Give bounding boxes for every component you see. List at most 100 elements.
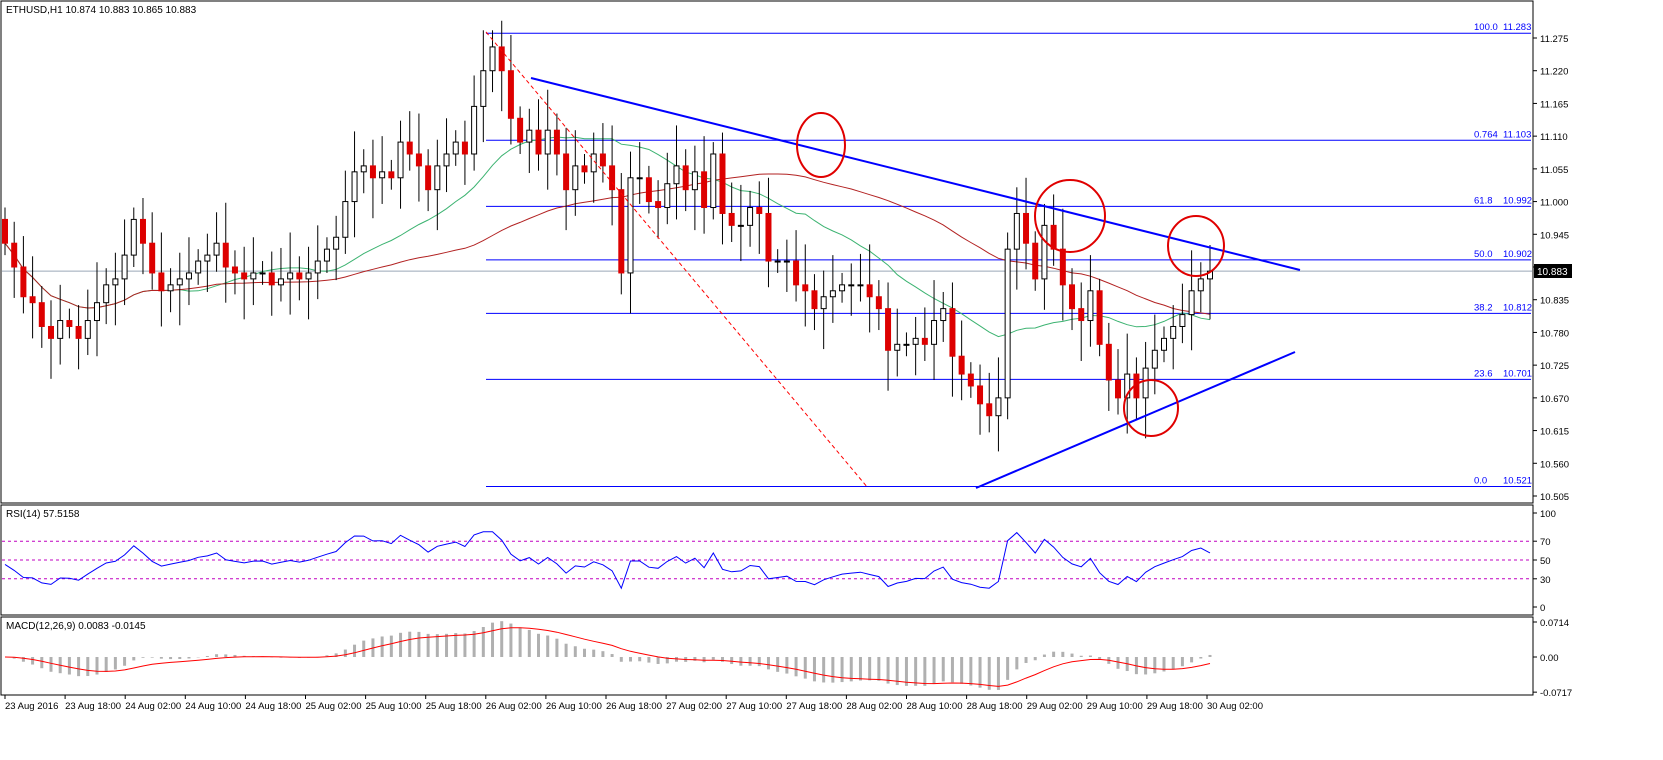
candle-body bbox=[802, 284, 809, 292]
candle-body bbox=[636, 177, 643, 180]
price-tick-label: 11.000 bbox=[1540, 198, 1568, 209]
fib-level-label: 100.0 bbox=[1474, 22, 1498, 33]
drawings[interactable] bbox=[485, 31, 1301, 489]
time-tick-label: 23 Aug 2016 bbox=[5, 701, 58, 712]
time-tick-label: 28 Aug 10:00 bbox=[907, 701, 963, 712]
candle-body bbox=[618, 189, 625, 274]
candle-body bbox=[268, 272, 275, 286]
candle-body bbox=[701, 171, 708, 209]
candle-body bbox=[875, 296, 882, 310]
fib-level-label: 61.8 bbox=[1474, 195, 1493, 206]
candle-body bbox=[793, 260, 800, 286]
price-tick-label: 10.615 bbox=[1540, 427, 1569, 438]
macd-panel[interactable]: 0.0714 0.00 -0.0717 MACD(12,26,9) 0.0083 -… bbox=[0, 616, 1572, 699]
fib-level-value: 10.701 bbox=[1503, 368, 1532, 379]
candle-body bbox=[185, 272, 192, 280]
time-tick-label: 28 Aug 02:00 bbox=[846, 701, 902, 712]
candle-body bbox=[664, 183, 671, 209]
candle-body bbox=[1188, 290, 1195, 316]
fib-level-label: 0.0 bbox=[1474, 475, 1487, 486]
candle-body bbox=[774, 260, 781, 263]
time-tick-label: 25 Aug 02:00 bbox=[306, 701, 362, 712]
candle-body bbox=[931, 320, 938, 345]
candle-body bbox=[452, 141, 459, 155]
rsi-indicator: 100 70 50 30 0 bbox=[2, 509, 1556, 614]
price-tick-label: 10.560 bbox=[1540, 459, 1569, 470]
candle-body bbox=[1069, 284, 1076, 310]
rsi-line bbox=[4, 531, 1211, 590]
candle-body bbox=[747, 207, 754, 226]
candle-body bbox=[388, 171, 395, 179]
candle-body bbox=[811, 290, 818, 310]
candle-body bbox=[443, 153, 450, 167]
ascending-trendline bbox=[975, 351, 1296, 489]
candle-body bbox=[415, 153, 422, 167]
candle-body bbox=[1032, 242, 1039, 280]
candle-body bbox=[434, 165, 441, 191]
candle-body bbox=[912, 337, 919, 345]
current-price-label: 10.883 bbox=[1537, 267, 1568, 278]
rsi-title: RSI(14) 57.5158 bbox=[6, 509, 80, 520]
candle-body bbox=[949, 308, 956, 357]
candle-body bbox=[673, 165, 680, 185]
time-tick-label: 27 Aug 02:00 bbox=[666, 701, 722, 712]
rsi-tick-label: 30 bbox=[1540, 575, 1551, 586]
candle-body bbox=[369, 165, 376, 179]
candle-body bbox=[645, 177, 652, 203]
time-tick-label: 24 Aug 10:00 bbox=[185, 701, 241, 712]
candle-body bbox=[222, 242, 229, 268]
candle-body bbox=[710, 153, 717, 209]
macd-tick-label: -0.0717 bbox=[1540, 688, 1572, 699]
rsi-tick-label: 50 bbox=[1540, 556, 1551, 567]
candle-body bbox=[958, 355, 965, 375]
candle-body bbox=[921, 337, 928, 345]
time-axis: 23 Aug 2016 23 Aug 18:00 24 Aug 02:00 24 Au… bbox=[4, 695, 1263, 712]
candle-body bbox=[1004, 248, 1011, 399]
time-tick-label: 29 Aug 18:00 bbox=[1147, 701, 1203, 712]
candle-body bbox=[296, 272, 303, 280]
candle-body bbox=[820, 296, 827, 310]
time-tick-label: 23 Aug 18:00 bbox=[65, 701, 121, 712]
candle-body bbox=[103, 284, 110, 304]
candle-body bbox=[829, 290, 836, 298]
candle-body bbox=[167, 284, 174, 292]
time-tick-label: 25 Aug 10:00 bbox=[366, 701, 422, 712]
candle-body bbox=[995, 397, 1002, 417]
rsi-tick-label: 100 bbox=[1540, 509, 1556, 520]
main-panel[interactable]: 11.275 11.220 11.165 11.110 11.055 11.000 10.9… bbox=[0, 0, 1572, 504]
candle-body bbox=[682, 165, 689, 191]
candle-body bbox=[480, 70, 487, 107]
fib-level-label: 0.764 bbox=[1474, 129, 1498, 140]
fibonacci-retracement[interactable]: 100.0 11.283 0.764 11.103 61.8 10.992 50.0 10.9… bbox=[2, 22, 1532, 487]
fib-level-label: 50.0 bbox=[1474, 249, 1493, 260]
highlight-circle bbox=[1034, 179, 1106, 253]
candle-body bbox=[765, 212, 772, 262]
candle-body bbox=[314, 260, 321, 274]
candle-body bbox=[287, 272, 294, 280]
price-tick-label: 11.055 bbox=[1540, 165, 1568, 176]
price-tick-label: 11.220 bbox=[1540, 67, 1568, 78]
candle-body bbox=[29, 296, 36, 304]
candle-body bbox=[84, 320, 91, 339]
candle-body bbox=[406, 141, 413, 155]
candle-body bbox=[1087, 290, 1094, 322]
candle-body bbox=[305, 272, 312, 280]
candle-body bbox=[139, 218, 146, 244]
chart-title: ETHUSD,H1 10.874 10.883 10.865 10.883 bbox=[6, 5, 197, 16]
candle-body bbox=[517, 117, 524, 143]
candle-body bbox=[204, 254, 211, 262]
candle-body bbox=[839, 284, 846, 292]
candle-body bbox=[1041, 224, 1048, 280]
candle-body bbox=[1023, 212, 1030, 244]
candle-body bbox=[1161, 337, 1168, 351]
candle-body bbox=[379, 171, 386, 179]
macd-tick-label: 0.0714 bbox=[1540, 618, 1569, 629]
candle-body bbox=[231, 266, 238, 274]
rsi-panel[interactable]: 100 70 50 30 0 RSI(14) 57.5158 bbox=[0, 504, 1556, 616]
candle-body bbox=[563, 153, 570, 191]
time-tick-label: 30 Aug 02:00 bbox=[1207, 701, 1263, 712]
candle-body bbox=[2, 218, 8, 244]
candle-body bbox=[986, 403, 993, 417]
candle-body bbox=[507, 70, 514, 119]
